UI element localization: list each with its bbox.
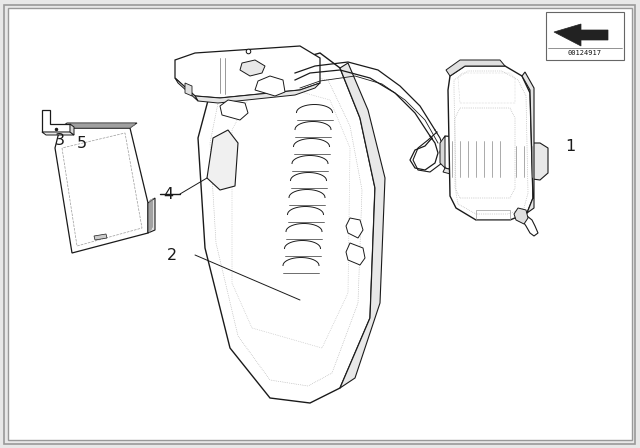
Polygon shape [440, 136, 510, 180]
Polygon shape [198, 53, 375, 403]
Polygon shape [255, 76, 285, 96]
Text: 2: 2 [167, 247, 177, 263]
Polygon shape [340, 63, 385, 388]
Text: 3: 3 [55, 133, 65, 147]
Polygon shape [514, 208, 528, 224]
Polygon shape [443, 168, 510, 184]
Polygon shape [522, 72, 534, 213]
Polygon shape [175, 46, 320, 98]
Text: 5: 5 [77, 135, 87, 151]
Polygon shape [185, 83, 192, 96]
Polygon shape [554, 24, 608, 46]
Polygon shape [440, 136, 445, 168]
Polygon shape [446, 60, 505, 76]
Polygon shape [346, 243, 365, 265]
Polygon shape [448, 66, 533, 220]
Polygon shape [240, 60, 265, 76]
Polygon shape [42, 110, 70, 132]
Polygon shape [60, 123, 137, 128]
Polygon shape [70, 124, 74, 135]
Bar [546, 12, 624, 60]
Polygon shape [207, 130, 238, 190]
Text: 00124917: 00124917 [568, 50, 602, 56]
Polygon shape [220, 100, 248, 120]
Polygon shape [148, 198, 155, 233]
Polygon shape [55, 128, 148, 253]
Polygon shape [42, 132, 74, 135]
Polygon shape [175, 78, 198, 101]
Polygon shape [522, 216, 538, 236]
Text: 1: 1 [565, 138, 575, 154]
Polygon shape [346, 218, 363, 238]
Polygon shape [510, 143, 548, 180]
Polygon shape [195, 83, 320, 103]
Polygon shape [94, 234, 107, 240]
Text: 4: 4 [163, 186, 173, 202]
